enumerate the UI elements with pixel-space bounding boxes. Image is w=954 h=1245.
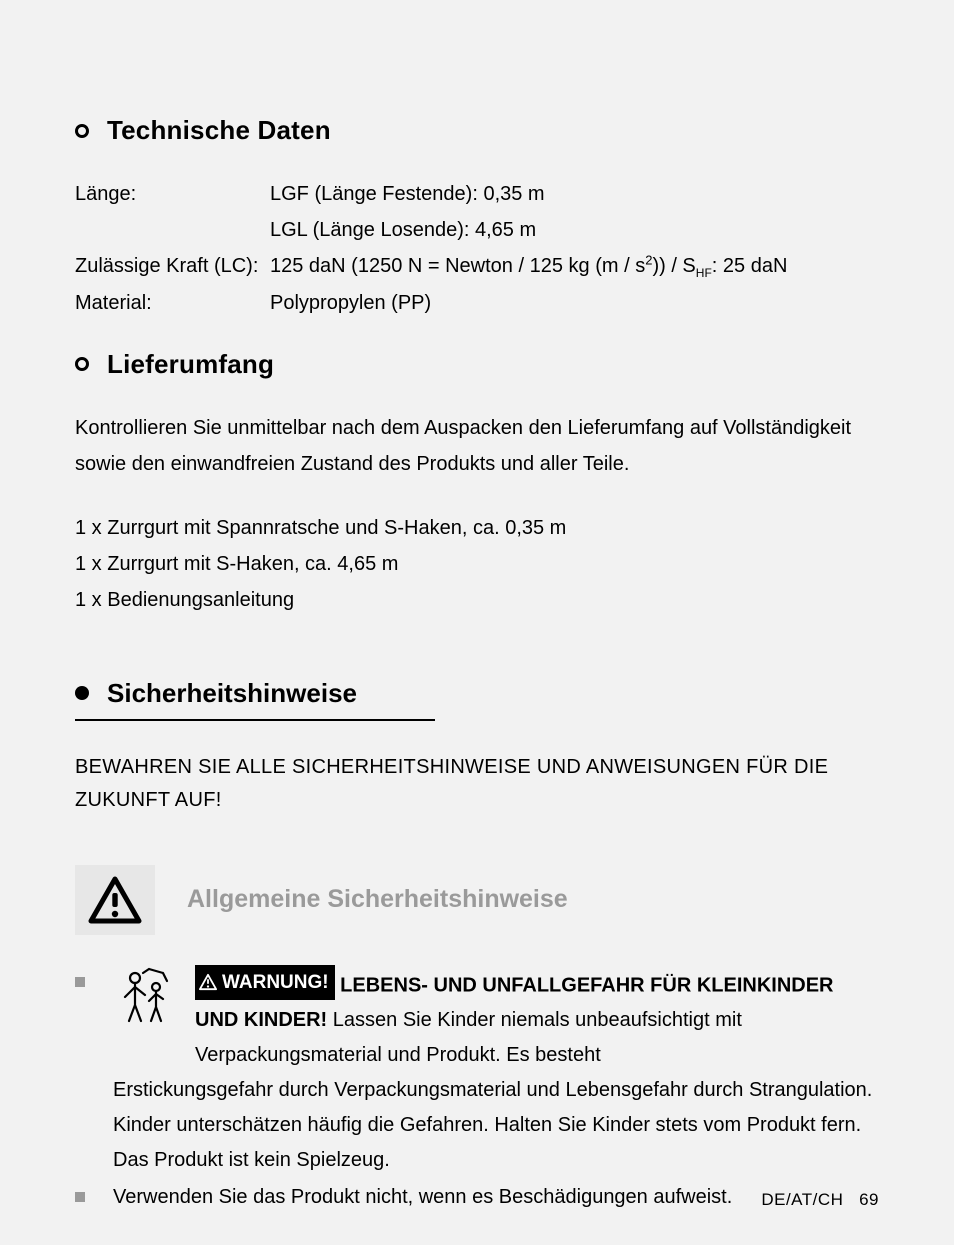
section-title: Lieferumfang xyxy=(107,349,274,380)
warning-triangle-icon xyxy=(199,973,217,991)
table-row: Länge: LGF (Länge Festende): 0,35 m xyxy=(75,176,879,212)
row-value: Polypropylen (PP) xyxy=(270,285,879,321)
warning-triangle-icon xyxy=(75,865,155,935)
row-label xyxy=(75,212,270,248)
scope-paragraph: Kontrollieren Sie unmittelbar nach dem A… xyxy=(75,410,879,482)
section-header-scope: Lieferumfang xyxy=(75,349,879,380)
scope-list: 1 x Zurrgurt mit Spannratsche und S-Hake… xyxy=(75,510,879,618)
list-item: 1 x Zurrgurt mit Spannratsche und S-Hake… xyxy=(75,510,879,546)
row-label: Länge: xyxy=(75,176,270,212)
row-label: Zulässige Kraft (LC): xyxy=(75,248,270,285)
square-bullet-icon xyxy=(75,1192,85,1202)
general-safety-header: Allgemeine Sicherheitshinweise xyxy=(75,865,879,935)
section-header-safety: Sicherheitshinweise xyxy=(75,678,435,721)
list-item: 1 x Zurrgurt mit S-Haken, ca. 4,65 m xyxy=(75,546,879,582)
row-value: LGL (Länge Losende): 4,65 m xyxy=(270,212,879,248)
technical-data-table: Länge: LGF (Länge Festende): 0,35 m LGL … xyxy=(75,176,879,321)
list-item: Verwenden Sie das Produkt nicht, wenn es… xyxy=(75,1180,879,1215)
list-item: WARNUNG! LEBENS- UND UNFALLGEFAHR FÜR KL… xyxy=(75,965,879,1179)
section-title: Sicherheitshinweise xyxy=(107,678,357,709)
row-value: LGF (Länge Festende): 0,35 m xyxy=(270,176,879,212)
table-row: Zulässige Kraft (LC): 125 daN (1250 N = … xyxy=(75,248,879,285)
bullet-icon xyxy=(75,357,89,371)
warning-text-continued: Erstickungsgefahr durch Verpackungsmater… xyxy=(113,1073,879,1178)
bullet-icon xyxy=(75,686,89,700)
child-hazard-icon xyxy=(113,965,175,1074)
row-label: Material: xyxy=(75,285,270,321)
warning-badge: WARNUNG! xyxy=(195,965,335,1000)
section-header-technical: Technische Daten xyxy=(75,115,879,146)
table-row: Material: Polypropylen (PP) xyxy=(75,285,879,321)
keep-notice: BEWAHREN SIE ALLE SICHERHEITSHINWEISE UN… xyxy=(75,751,879,817)
list-item: 1 x Bedienungsanleitung xyxy=(75,582,879,618)
page-footer: DE/AT/CH 69 xyxy=(761,1190,879,1210)
subsection-title: Allgemeine Sicherheitshinweise xyxy=(187,885,568,914)
footer-lang: DE/AT/CH xyxy=(761,1190,843,1209)
table-row: LGL (Länge Losende): 4,65 m xyxy=(75,212,879,248)
row-value: 125 daN (1250 N = Newton / 125 kg (m / s… xyxy=(270,248,879,285)
safety-bullet-list: WARNUNG! LEBENS- UND UNFALLGEFAHR FÜR KL… xyxy=(75,965,879,1216)
section-title: Technische Daten xyxy=(107,115,331,146)
footer-page: 69 xyxy=(859,1190,879,1209)
bullet-icon xyxy=(75,124,89,138)
square-bullet-icon xyxy=(75,977,85,987)
